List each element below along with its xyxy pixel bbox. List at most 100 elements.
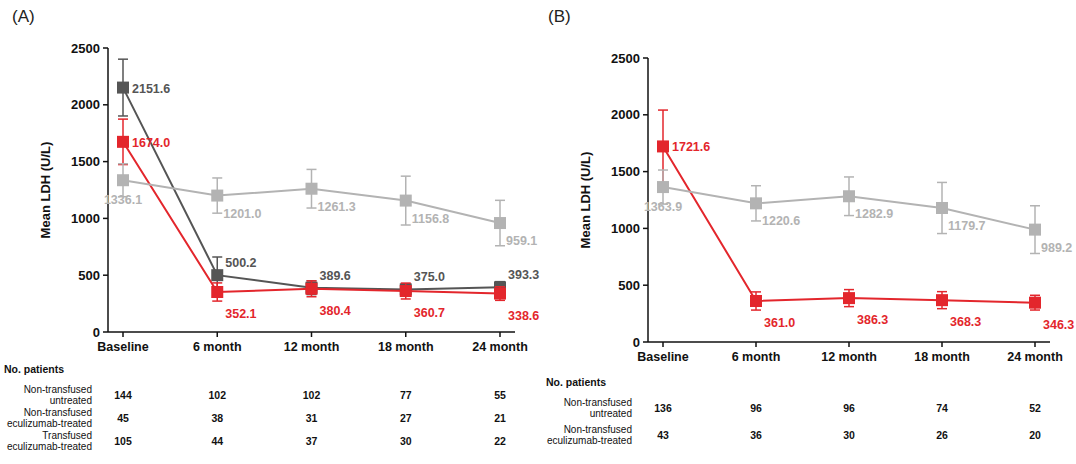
series-line — [123, 142, 500, 294]
error-cap — [844, 176, 854, 178]
marker — [1029, 297, 1041, 309]
data-label: 500.2 — [225, 256, 256, 270]
error-cap — [844, 215, 854, 217]
error-bar — [1030, 295, 1040, 310]
x-tick — [755, 342, 757, 347]
error-bar — [212, 283, 222, 301]
error-cap — [1030, 205, 1040, 207]
x-tick — [122, 332, 124, 337]
label-line: Transfused — [42, 430, 92, 441]
marker — [657, 181, 669, 193]
label-line: Non-transfused — [564, 424, 632, 435]
y-tick — [103, 331, 108, 333]
x-tick — [662, 342, 664, 347]
table-row-label: Transfusedeculizumab-treated — [7, 430, 92, 452]
x-tick-label: 24 month — [1007, 350, 1063, 364]
error-cap — [307, 280, 317, 282]
marker — [843, 292, 855, 304]
marker — [750, 197, 762, 209]
x-tick-label: 6 month — [732, 350, 781, 364]
data-label: 393.3 — [508, 268, 539, 282]
marker — [117, 82, 129, 94]
y-tick — [103, 104, 108, 106]
panel-1: (B)Mean LDH (U/L)05001000150020002500Bas… — [546, 7, 1074, 446]
error-cap — [212, 300, 222, 302]
data-label: 338.6 — [508, 309, 539, 323]
data-labels: 2151.6500.2389.6375.0393.31674.0352.1380… — [104, 82, 539, 323]
x-tick-label: 6 month — [193, 340, 242, 354]
error-bar — [307, 169, 317, 208]
y-tick-label: 1000 — [71, 211, 100, 226]
x-tick — [941, 342, 943, 347]
label-line: Non-transfused — [24, 384, 92, 395]
data-label: 386.3 — [857, 313, 888, 327]
x-tick — [499, 332, 501, 337]
x-tick — [217, 332, 219, 337]
table-cell: 55 — [494, 389, 506, 401]
error-cap — [495, 286, 505, 288]
marker — [936, 294, 948, 306]
data-label: 352.1 — [225, 307, 256, 321]
marker — [306, 183, 318, 195]
error-bar — [751, 186, 761, 221]
x-tick-label: Baseline — [97, 340, 148, 354]
table-cell: 20 — [1029, 429, 1041, 441]
data-label: 368.3 — [950, 315, 981, 329]
error-cap — [212, 177, 222, 179]
series — [657, 110, 1041, 310]
error-bar — [495, 200, 505, 245]
y-tick — [103, 218, 108, 220]
table-cell: 30 — [400, 435, 412, 447]
axis-label: Mean LDH (U/L) — [38, 142, 53, 239]
label-line: eculizumab-treated — [7, 418, 92, 429]
error-bar — [118, 164, 128, 197]
error-cap — [1030, 253, 1040, 255]
error-cap — [212, 282, 222, 284]
label-line: untreated — [590, 408, 632, 419]
data-label: 959.1 — [506, 234, 537, 248]
y-tick — [103, 47, 108, 49]
error-bar — [844, 290, 854, 307]
error-cap — [844, 289, 854, 291]
series — [657, 170, 1041, 253]
series-line — [663, 146, 1035, 302]
error-cap — [937, 182, 947, 184]
label-line: Non-transfused — [564, 397, 632, 408]
error-cap — [751, 309, 761, 311]
y-tick-label: 2500 — [611, 51, 640, 66]
error-bar — [1030, 206, 1040, 254]
y-tick-label: 1500 — [71, 154, 100, 169]
data-label: 380.4 — [320, 304, 351, 318]
error-bar — [751, 292, 761, 310]
label-line: Non-transfused — [24, 407, 92, 418]
y-tick — [643, 171, 648, 173]
error-bar — [212, 178, 222, 213]
table-cell: 102 — [303, 389, 321, 401]
y-axis — [107, 48, 109, 332]
series-line — [123, 88, 500, 290]
y-tick — [103, 161, 108, 163]
table-cell: 44 — [211, 435, 223, 447]
table-cell: 136 — [654, 402, 672, 414]
y-tick-label: 0 — [93, 325, 100, 340]
error-cap — [495, 300, 505, 302]
data-label: 1220.6 — [762, 214, 800, 228]
x-tick — [1034, 342, 1036, 347]
data-label: 1674.0 — [132, 136, 170, 150]
error-cap — [307, 280, 317, 282]
data-label: 1179.7 — [948, 219, 986, 233]
x-tick-label: 12 month — [284, 340, 340, 354]
error-bar — [401, 283, 411, 299]
error-cap — [118, 115, 128, 117]
x-tick — [311, 332, 313, 337]
error-cap — [401, 298, 411, 300]
marker — [117, 136, 129, 148]
table-cell: 144 — [114, 389, 132, 401]
error-cap — [118, 118, 128, 120]
x-tick-label: 18 month — [914, 350, 970, 364]
x-tick-label: Baseline — [637, 350, 688, 364]
series — [117, 164, 506, 246]
error-bar — [937, 182, 947, 233]
error-cap — [937, 233, 947, 235]
marker — [843, 190, 855, 202]
